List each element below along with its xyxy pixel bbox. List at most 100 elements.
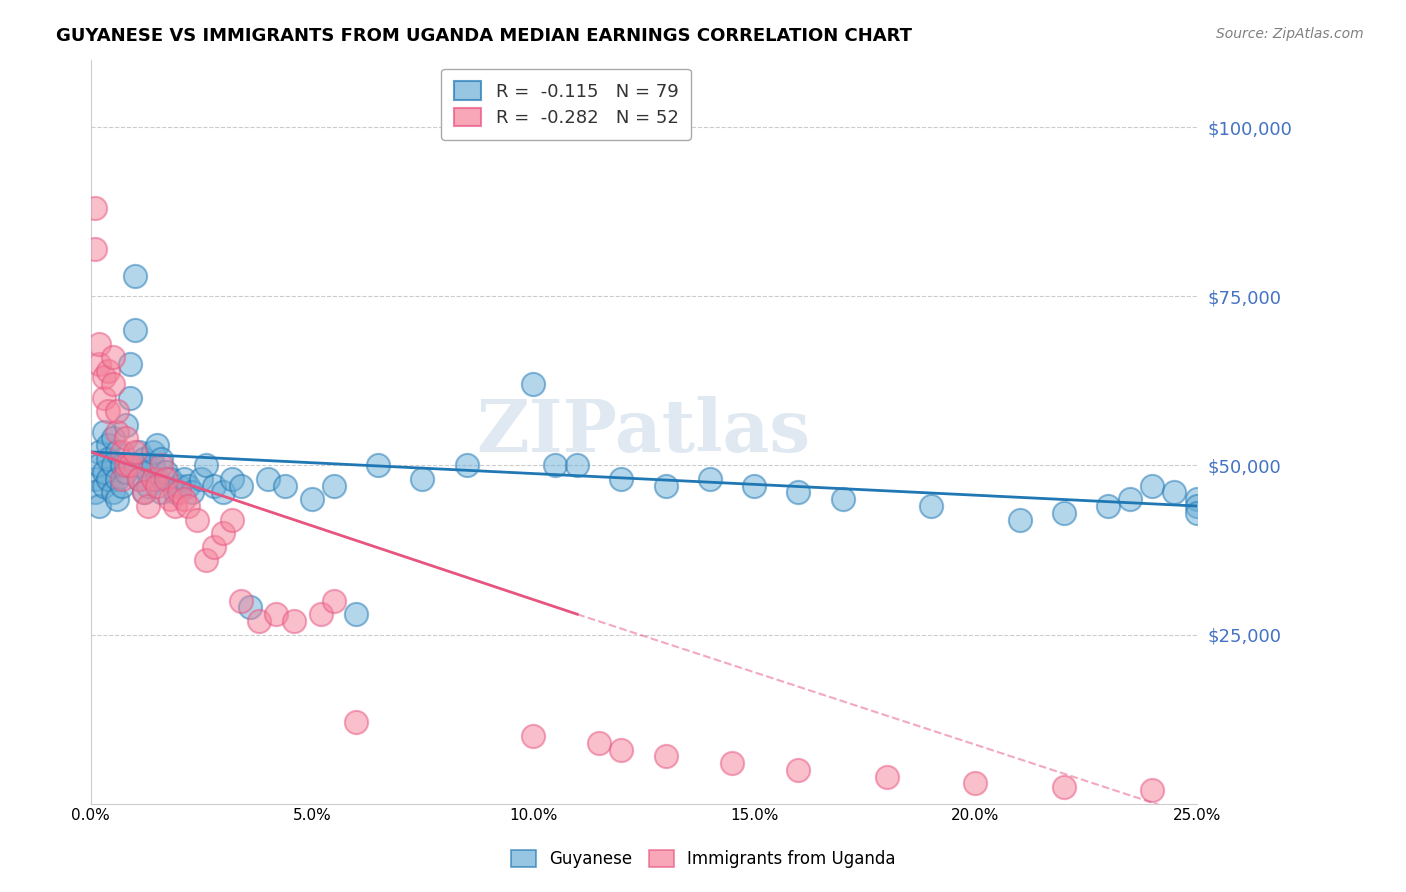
Point xyxy=(101,458,124,473)
Point xyxy=(588,736,610,750)
Point xyxy=(247,614,270,628)
Point xyxy=(212,485,235,500)
Point xyxy=(141,458,163,473)
Point xyxy=(89,445,111,459)
Point xyxy=(204,479,226,493)
Point xyxy=(831,492,853,507)
Text: Source: ZipAtlas.com: Source: ZipAtlas.com xyxy=(1216,27,1364,41)
Point xyxy=(266,607,288,622)
Point xyxy=(239,600,262,615)
Point xyxy=(1053,506,1076,520)
Point xyxy=(97,451,120,466)
Point xyxy=(120,458,142,473)
Point xyxy=(101,377,124,392)
Point xyxy=(128,472,150,486)
Point xyxy=(1185,499,1208,513)
Point xyxy=(177,499,200,513)
Point xyxy=(567,458,589,473)
Point xyxy=(344,607,367,622)
Point xyxy=(93,465,115,479)
Point xyxy=(89,336,111,351)
Point xyxy=(194,553,217,567)
Point xyxy=(84,472,107,486)
Point xyxy=(84,485,107,500)
Point xyxy=(173,492,195,507)
Point xyxy=(163,499,186,513)
Point xyxy=(610,742,633,756)
Point xyxy=(163,485,186,500)
Text: ZIPatlas: ZIPatlas xyxy=(477,396,811,467)
Point xyxy=(150,485,173,500)
Point xyxy=(301,492,323,507)
Point xyxy=(115,431,138,445)
Point xyxy=(110,445,132,459)
Point xyxy=(105,425,128,439)
Point xyxy=(136,499,159,513)
Point xyxy=(132,485,155,500)
Point xyxy=(876,770,898,784)
Point xyxy=(159,472,181,486)
Point xyxy=(323,593,346,607)
Point xyxy=(544,458,567,473)
Point xyxy=(105,472,128,486)
Point xyxy=(146,438,169,452)
Point xyxy=(132,451,155,466)
Point xyxy=(721,756,744,770)
Point xyxy=(101,485,124,500)
Point xyxy=(522,377,544,392)
Point xyxy=(124,268,146,283)
Point xyxy=(120,391,142,405)
Point xyxy=(84,242,107,256)
Point xyxy=(1053,780,1076,794)
Point xyxy=(89,458,111,473)
Point xyxy=(177,479,200,493)
Point xyxy=(920,499,942,513)
Point xyxy=(221,472,243,486)
Point xyxy=(136,479,159,493)
Point xyxy=(84,202,107,216)
Point xyxy=(229,593,252,607)
Point xyxy=(93,425,115,439)
Point xyxy=(190,472,212,486)
Point xyxy=(456,458,478,473)
Point xyxy=(93,479,115,493)
Point xyxy=(367,458,389,473)
Point xyxy=(89,499,111,513)
Point xyxy=(654,479,676,493)
Point xyxy=(323,479,346,493)
Point xyxy=(97,472,120,486)
Point xyxy=(221,512,243,526)
Point xyxy=(97,364,120,378)
Point xyxy=(141,445,163,459)
Point xyxy=(167,479,190,493)
Point xyxy=(699,472,721,486)
Point xyxy=(212,526,235,541)
Point xyxy=(181,485,204,500)
Point xyxy=(787,485,810,500)
Point xyxy=(105,445,128,459)
Point xyxy=(411,472,433,486)
Point xyxy=(155,465,177,479)
Point xyxy=(115,465,138,479)
Point xyxy=(124,445,146,459)
Legend: Guyanese, Immigrants from Uganda: Guyanese, Immigrants from Uganda xyxy=(503,843,903,875)
Point xyxy=(115,417,138,432)
Point xyxy=(1163,485,1185,500)
Point xyxy=(1142,783,1164,797)
Point xyxy=(150,458,173,473)
Point xyxy=(274,479,297,493)
Point xyxy=(120,357,142,371)
Point xyxy=(89,357,111,371)
Point xyxy=(128,445,150,459)
Point xyxy=(1185,506,1208,520)
Point xyxy=(173,472,195,486)
Point xyxy=(93,391,115,405)
Point xyxy=(522,729,544,743)
Point xyxy=(150,451,173,466)
Text: GUYANESE VS IMMIGRANTS FROM UGANDA MEDIAN EARNINGS CORRELATION CHART: GUYANESE VS IMMIGRANTS FROM UGANDA MEDIA… xyxy=(56,27,912,45)
Point xyxy=(204,540,226,554)
Point xyxy=(101,350,124,364)
Point xyxy=(128,472,150,486)
Point xyxy=(344,715,367,730)
Point xyxy=(115,458,138,473)
